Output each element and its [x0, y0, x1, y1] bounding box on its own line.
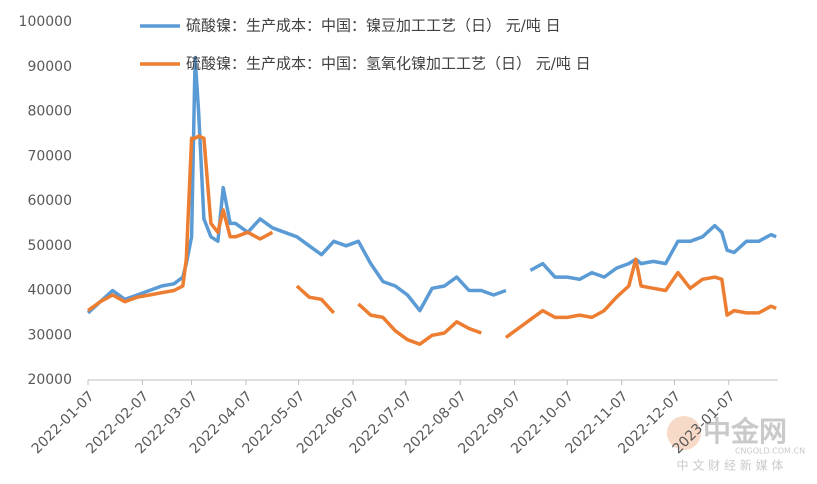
y-tick-label: 70000	[27, 148, 72, 164]
y-tick-label: 90000	[27, 59, 72, 75]
watermark: 中金网 CNGOLD.COM.CN 中 文 财 经 新 媒 体	[667, 415, 805, 473]
y-tick-label: 30000	[27, 327, 72, 343]
data-line	[86, 134, 777, 346]
y-tick-label: 40000	[27, 283, 72, 299]
legend-label: 硫酸镍：生产成本：中国：氢氧化镍加工工艺（日） 元/吨 日	[186, 55, 591, 73]
y-tick-label: 50000	[27, 238, 72, 254]
y-tick-label: 60000	[27, 193, 72, 209]
watermark-url: CNGOLD.COM.CN	[735, 447, 805, 456]
y-tick-label: 20000	[27, 372, 72, 388]
watermark-slogan: 中 文 财 经 新 媒 体	[677, 458, 784, 473]
y-tick-label: 100000	[19, 14, 72, 30]
y-tick-label: 80000	[27, 104, 72, 120]
legend-label: 硫酸镍：生产成本：中国：镍豆加工工艺（日） 元/吨 日	[186, 17, 561, 35]
watermark-logo	[667, 416, 701, 450]
watermark-title: 中金网	[703, 415, 787, 448]
data-line	[86, 56, 777, 315]
